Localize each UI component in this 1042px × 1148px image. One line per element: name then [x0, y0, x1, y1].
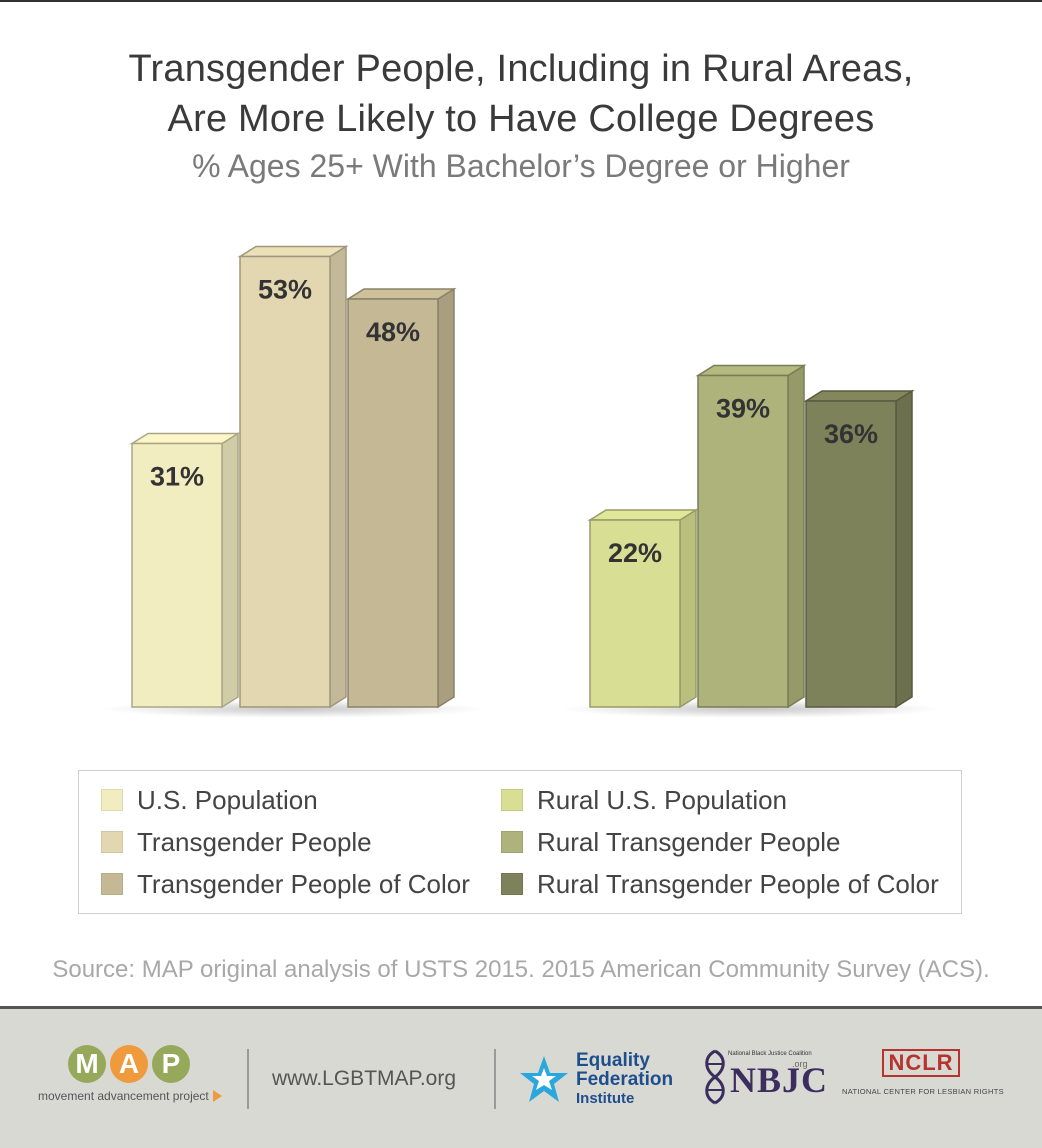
legend-item: Rural Transgender People	[501, 827, 841, 857]
map-tagline: movement advancement project	[38, 1089, 238, 1103]
top-rule	[0, 0, 1042, 2]
legend-swatch	[501, 873, 523, 895]
play-arrow-icon	[212, 1090, 222, 1102]
map-tagline-text: movement advancement project	[38, 1089, 209, 1103]
legend-label: U.S. Population	[137, 784, 318, 815]
bar-value-label: 53%	[258, 275, 312, 305]
bar-value-label: 39%	[716, 394, 770, 424]
bar: 22%	[587, 508, 699, 709]
nbjc-emblem-icon	[705, 1049, 725, 1105]
bar-side	[437, 287, 455, 709]
title-line-1: Transgender People, Including in Rural A…	[128, 48, 914, 90]
legend-swatch	[101, 831, 123, 853]
bar-top	[129, 432, 241, 445]
bar-side	[221, 432, 239, 709]
bar-top	[803, 390, 915, 402]
bar-top	[345, 288, 457, 300]
bar-front	[131, 442, 223, 708]
legend-item: Rural Transgender People of Color	[501, 869, 939, 899]
bar: 39%	[695, 364, 807, 709]
legend-label: Rural Transgender People of Color	[537, 868, 939, 899]
efi-line-1: Equality	[576, 1050, 650, 1071]
legend-label: Rural U.S. Population	[537, 784, 788, 815]
legend-swatch	[101, 789, 123, 811]
bar-side	[679, 508, 697, 709]
nclr-name: NATIONAL CENTER FOR LESBIAN RIGHTS	[842, 1087, 1004, 1096]
bar: 31%	[129, 432, 241, 709]
equality-federation-logo[interactable]: Equality Federation Institute	[518, 1051, 673, 1108]
bar-top	[695, 364, 807, 377]
nclr-logo[interactable]: NCLR NATIONAL CENTER FOR LESBIAN RIGHTS	[842, 1049, 1007, 1096]
footer-rule	[0, 1006, 1042, 1009]
legend-swatch	[101, 873, 123, 895]
legend-item: Transgender People of Color	[101, 869, 470, 899]
bar-top	[237, 245, 349, 258]
star-icon	[520, 1055, 568, 1102]
bar-value-label: 36%	[824, 419, 878, 449]
bar-value-label: 48%	[366, 317, 420, 347]
footer-divider-2	[494, 1049, 496, 1109]
efi-text: Equality Federation Institute	[576, 1051, 673, 1108]
chart-subtitle: % Ages 25+ With Bachelor’s Degree or Hig…	[192, 148, 850, 184]
bar-front	[805, 400, 897, 708]
bar-front	[697, 374, 789, 708]
chart-title: Transgender People, Including in Rural A…	[0, 44, 1042, 144]
nbjc-org: .org	[792, 1059, 808, 1069]
efi-line-2: Federation	[576, 1069, 674, 1090]
bar: 48%	[345, 287, 457, 709]
bar: 53%	[237, 245, 349, 709]
legend-item: Transgender People	[101, 827, 372, 857]
bar-value-label: 22%	[608, 538, 662, 568]
bar-front	[239, 255, 331, 708]
bar-value-label: 31%	[150, 462, 204, 492]
nbjc-logo[interactable]: National Black Justice Coalition NBJC .o…	[700, 1047, 827, 1107]
legend-swatch	[501, 831, 523, 853]
bar-front	[589, 519, 681, 708]
bar-side	[329, 245, 347, 709]
legend-label: Rural Transgender People	[537, 826, 841, 857]
title-line-2: Are More Likely to Have College Degrees	[167, 98, 875, 140]
bar-top	[587, 509, 699, 521]
bar: 36%	[803, 389, 915, 709]
map-letter: M	[68, 1045, 106, 1083]
map-letter: A	[110, 1045, 148, 1083]
nbjc-wordmark: NBJC	[730, 1060, 829, 1100]
website-link[interactable]: www.LGBTMAP.org	[272, 1067, 457, 1090]
map-letter: P	[152, 1045, 190, 1083]
chart-legend: U.S. Population Transgender People Transge…	[78, 770, 962, 914]
efi-line-3: Institute	[576, 1090, 635, 1107]
bar-chart: 31% 53% 48% 22% 39% 36%	[102, 245, 942, 718]
nbjc-name: National Black Justice Coalition	[728, 1051, 812, 1057]
footer-divider-1	[247, 1049, 249, 1109]
legend-item: U.S. Population	[101, 785, 318, 815]
legend-label: Transgender People	[137, 826, 372, 857]
legend-item: Rural U.S. Population	[501, 785, 787, 815]
source-note: Source: MAP original analysis of USTS 20…	[52, 956, 990, 983]
nclr-wordmark: NCLR	[882, 1049, 960, 1077]
bar-side	[787, 364, 805, 709]
bar-front	[347, 298, 439, 708]
legend-swatch	[501, 789, 523, 811]
legend-label: Transgender People of Color	[137, 868, 470, 899]
bar-side	[895, 389, 913, 709]
